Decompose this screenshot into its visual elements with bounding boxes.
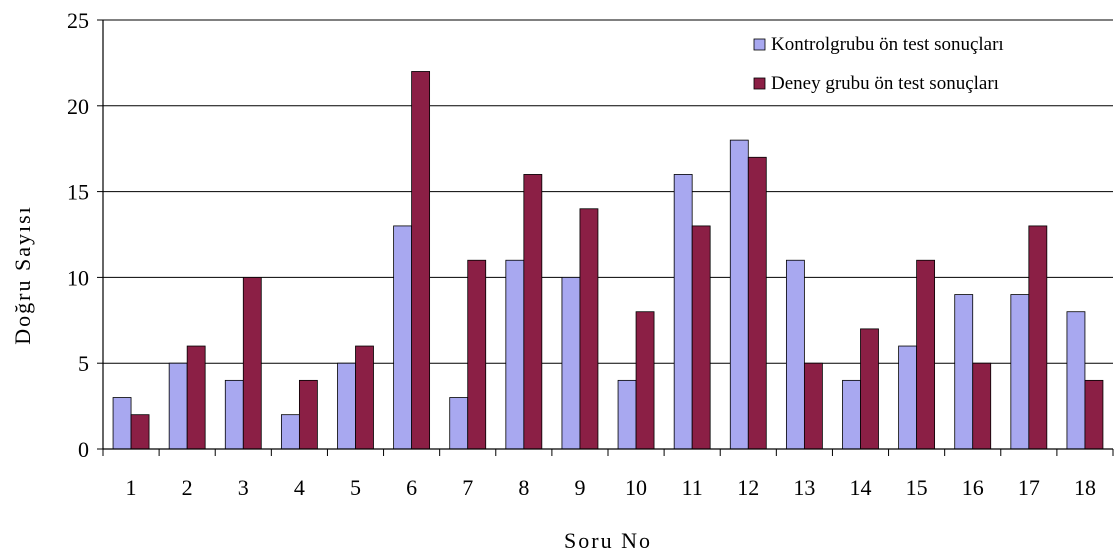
bar-kontrol	[842, 379, 861, 450]
bar-deney	[747, 156, 767, 450]
x-tick-label: 5	[350, 475, 361, 500]
axes	[97, 19, 1114, 456]
legend-swatch-kontrol	[753, 38, 766, 51]
x-tick-label: 3	[238, 475, 249, 500]
bar-kontrol	[449, 397, 469, 450]
bar-deney	[467, 259, 487, 450]
bar-deney	[972, 362, 992, 450]
x-tick-label: 17	[1018, 475, 1040, 500]
bar-deney	[130, 414, 150, 450]
bar-deney	[860, 328, 879, 450]
bar-deney	[298, 379, 318, 450]
bar-deney	[1084, 379, 1104, 450]
bar-kontrol	[280, 414, 300, 450]
bars	[112, 71, 1104, 450]
y-tick-label: 10	[67, 265, 89, 290]
bar-deney	[186, 345, 206, 450]
legend: Kontrolgrubu ön test sonuçları Deney gru…	[730, 29, 1112, 105]
x-tick-label: 15	[906, 475, 928, 500]
bar-kontrol	[954, 294, 974, 450]
bar-kontrol	[393, 225, 413, 450]
legend-label-kontrol: Kontrolgrubu ön test sonuçları	[771, 34, 1004, 55]
legend-swatch-deney	[753, 77, 766, 90]
bar-deney	[523, 174, 543, 450]
x-tick-label: 8	[518, 475, 529, 500]
y-tick-label: 0	[78, 437, 89, 462]
legend-label-deney: Deney grubu ön test sonuçları	[771, 73, 999, 94]
bar-kontrol	[785, 259, 805, 450]
bar-deney	[579, 208, 599, 450]
x-tick-label: 2	[182, 475, 193, 500]
bar-kontrol	[168, 362, 188, 450]
x-tick-label: 18	[1074, 475, 1096, 500]
bar-kontrol	[505, 259, 525, 450]
bar-kontrol	[1010, 294, 1030, 450]
bar-kontrol	[337, 362, 356, 450]
bar-deney	[242, 276, 262, 450]
x-axis-title: Soru No	[564, 528, 652, 553]
x-tick-label: 6	[406, 475, 417, 500]
bar-deney	[635, 311, 655, 450]
x-tick-label: 4	[294, 475, 305, 500]
bar-kontrol	[617, 379, 637, 450]
bar-deney	[691, 225, 711, 450]
bar-deney	[916, 259, 936, 450]
bar-kontrol	[1066, 311, 1086, 450]
x-tick-labels: 1 2 3 4 5 6 7 8 9 10 11 12 13 14 15 16 17 18	[126, 475, 1096, 500]
bar-kontrol	[729, 139, 749, 450]
y-axis-title: Doğru Sayısı	[10, 205, 35, 345]
x-tick-label: 12	[737, 475, 759, 500]
y-tick-label: 25	[67, 8, 89, 33]
x-tick-label: 16	[962, 475, 984, 500]
bar-deney	[803, 362, 823, 450]
x-tick-label: 1	[126, 475, 137, 500]
y-tick-label: 15	[67, 180, 89, 205]
x-tick-label: 14	[850, 475, 872, 500]
bar-deney	[1028, 225, 1048, 450]
legend-box	[730, 29, 1112, 105]
bar-deney	[355, 345, 374, 450]
y-tick-label: 5	[78, 351, 89, 376]
bar-kontrol	[898, 345, 918, 450]
x-tick-label: 13	[793, 475, 815, 500]
bar-kontrol	[561, 276, 581, 450]
bar-deney	[411, 71, 431, 450]
y-tick-labels: 0 5 10 15 20 25	[67, 8, 89, 462]
bar-kontrol	[112, 397, 132, 450]
bar-kontrol	[224, 379, 244, 450]
bar-kontrol	[673, 174, 693, 450]
x-tick-label: 11	[682, 475, 703, 500]
gridlines	[103, 19, 1113, 364]
x-tick-label: 7	[462, 475, 473, 500]
x-tick-label: 9	[574, 475, 585, 500]
y-tick-label: 20	[67, 94, 89, 119]
x-tick-label: 10	[625, 475, 647, 500]
